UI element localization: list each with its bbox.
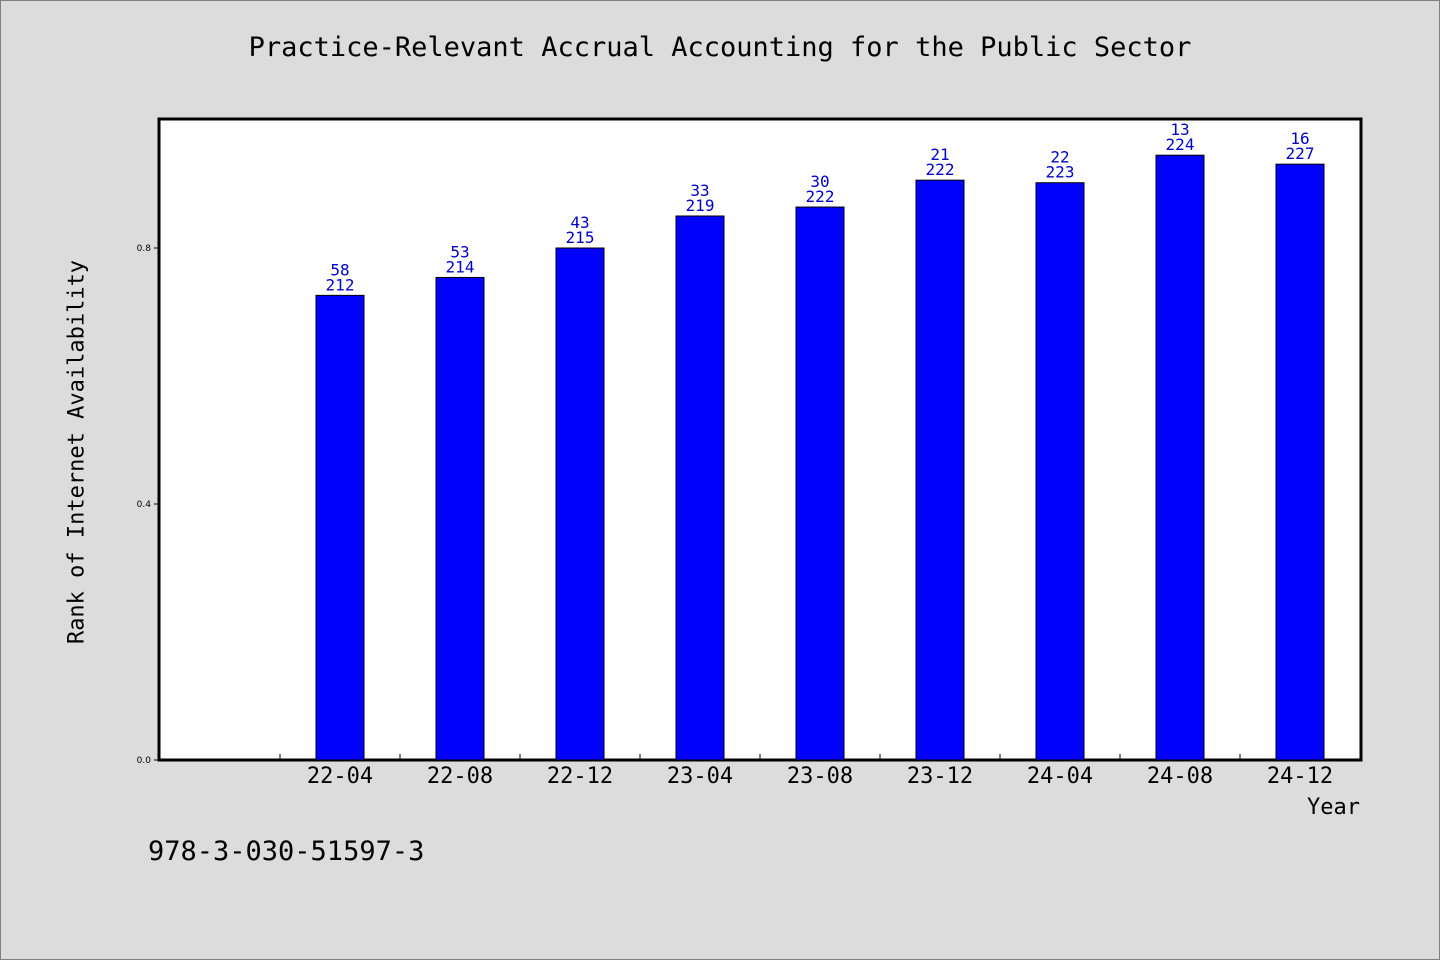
x-tick-label-23-12: 23-12 bbox=[907, 764, 973, 789]
x-tick-label-23-08: 23-08 bbox=[787, 764, 853, 789]
x-tick-label-24-12: 24-12 bbox=[1267, 764, 1333, 789]
bar-23-04 bbox=[675, 215, 725, 761]
y-tick-label: 0.4 bbox=[137, 500, 152, 510]
data-label-bottom-24-12: 227 bbox=[1286, 144, 1315, 163]
bar-22-12 bbox=[555, 247, 605, 761]
x-tick-label-24-04: 24-04 bbox=[1027, 764, 1093, 789]
y-ticks-group: 0.0 0.4 0.8 bbox=[137, 244, 160, 766]
x-tick-label-23-04: 23-04 bbox=[667, 764, 733, 789]
chart-title: Practice-Relevant Accrual Accounting for… bbox=[248, 32, 1192, 63]
bar-24-12 bbox=[1275, 163, 1325, 761]
data-label-bottom-23-04: 219 bbox=[686, 196, 715, 215]
x-tick-label-22-08: 22-08 bbox=[427, 764, 493, 789]
data-label-top-24-04: 22 bbox=[1050, 148, 1069, 167]
y-tick-label: 0.0 bbox=[137, 756, 152, 766]
data-label-bottom-24-08: 224 bbox=[1166, 135, 1195, 154]
data-label-bottom-24-04: 223 bbox=[1046, 163, 1075, 182]
x-ticks-group: 22-04 22-08 22-12 23-04 23-08 23-12 24-04 24-08… bbox=[279, 754, 1361, 789]
bar-22-08 bbox=[435, 276, 485, 761]
data-label-top-24-12: 16 bbox=[1290, 129, 1309, 148]
x-tick-label-24-08: 24-08 bbox=[1147, 764, 1213, 789]
bar-23-12 bbox=[915, 179, 965, 761]
y-tick-label: 0.8 bbox=[137, 244, 152, 254]
data-label-top-22-04: 58 bbox=[330, 260, 349, 279]
data-label-bottom-22-12: 215 bbox=[566, 228, 595, 247]
data-label-top-23-12: 21 bbox=[930, 145, 949, 164]
data-label-top-22-12: 43 bbox=[570, 213, 589, 232]
bar-24-08 bbox=[1155, 154, 1205, 761]
data-label-bottom-22-08: 214 bbox=[446, 257, 475, 276]
data-label-bottom-23-12: 222 bbox=[926, 160, 955, 179]
x-tick-label-22-12: 22-12 bbox=[547, 764, 613, 789]
bar-23-08 bbox=[795, 206, 845, 761]
data-label-top-23-08: 30 bbox=[810, 172, 829, 191]
data-label-top-23-04: 33 bbox=[690, 181, 709, 200]
bar-22-04 bbox=[315, 294, 365, 761]
bars-group bbox=[315, 154, 1325, 761]
isbn-label: 978-3-030-51597-3 bbox=[148, 836, 425, 867]
data-label-top-24-08: 13 bbox=[1170, 120, 1189, 139]
data-label-top-22-08: 53 bbox=[450, 242, 469, 261]
data-label-bottom-22-04: 212 bbox=[326, 275, 355, 294]
data-labels-group: 5821253214432153321930222212222222313224… bbox=[326, 120, 1315, 294]
bar-24-04 bbox=[1035, 182, 1085, 761]
x-axis-label: Year bbox=[1307, 795, 1360, 820]
x-tick-label-22-04: 22-04 bbox=[307, 764, 373, 789]
data-label-bottom-23-08: 222 bbox=[806, 187, 835, 206]
